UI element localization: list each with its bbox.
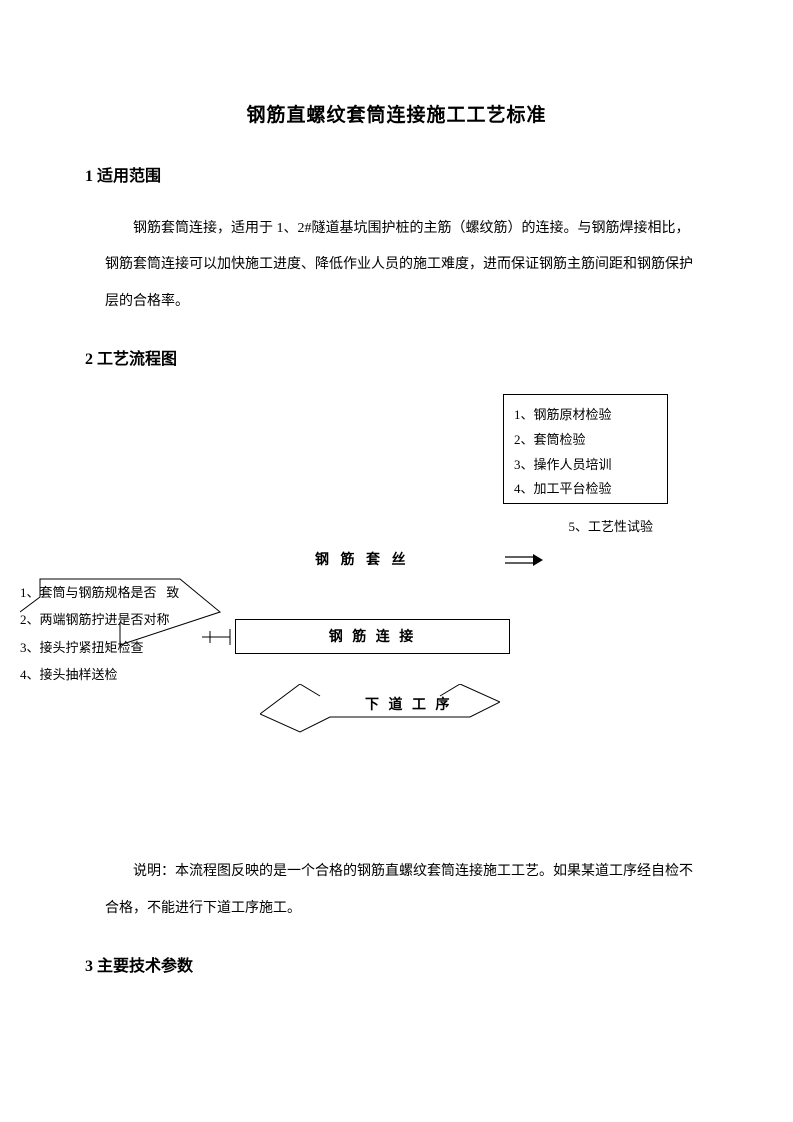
next-step-label: 下 道 工 序 <box>365 694 453 714</box>
prep-item: 4、加工平台检验 <box>514 477 657 502</box>
flowchart-diagram: 1、钢筋原材检验 2、套筒检验 3、操作人员培训 4、加工平台检验 5、工艺性试… <box>85 394 708 794</box>
explain-para: 说明：本流程图反映的是一个合格的钢筋直螺纹套筒连接施工工艺。如果某道工序经自检不… <box>105 854 698 927</box>
section-2-heading: 2 工艺流程图 <box>85 345 708 369</box>
check-item: 2、两端钢筋拧进是否对称 <box>20 606 180 633</box>
section-3-heading: 3 主要技术参数 <box>85 952 708 976</box>
check-item: 4、接头抽样送检 <box>20 661 180 688</box>
prep-item: 1、钢筋原材检验 <box>514 403 657 428</box>
prep-item: 3、操作人员培训 <box>514 453 657 478</box>
prep-item: 2、套筒检验 <box>514 428 657 453</box>
check-items-list: 1、套筒与钢筋规格是否 致 2、两端钢筋拧进是否对称 3、接头拧紧扭矩检查 4、… <box>20 579 180 688</box>
connect-step-box: 钢 筋 连 接 <box>235 619 510 654</box>
section-1-heading: 1 适用范围 <box>85 162 708 186</box>
section-1-para: 钢筋套筒连接，适用于 1、2#隧道基坑围护桩的主筋（螺纹筋）的连接。与钢筋焊接相… <box>105 211 698 320</box>
arrow-right-icon <box>505 554 535 556</box>
threading-label: 钢 筋 套 丝 <box>315 549 410 569</box>
page-title: 钢筋直螺纹套筒连接施工工艺标准 <box>85 100 708 127</box>
prep-steps-box: 1、钢筋原材检验 2、套筒检验 3、操作人员培训 4、加工平台检验 <box>503 394 668 504</box>
connector-line-icon <box>202 627 236 652</box>
check-item: 3、接头拧紧扭矩检查 <box>20 634 180 661</box>
prep-item-extra: 5、工艺性试验 <box>568 516 653 535</box>
check-item: 1、套筒与钢筋规格是否 致 <box>20 579 180 606</box>
